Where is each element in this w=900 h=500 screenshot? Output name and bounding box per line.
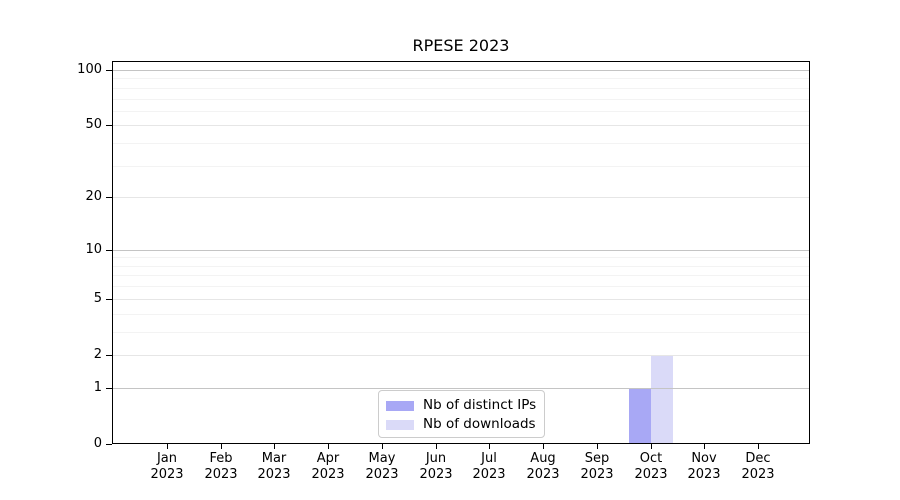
legend-swatch-0 [386, 400, 414, 411]
y-tick-0 [106, 444, 112, 445]
x-tick-label-nov: Nov 2023 [687, 451, 721, 482]
y-tick-label-5: 5 [93, 291, 102, 306]
plot-border [112, 61, 810, 444]
y-tick-label-10: 10 [85, 242, 102, 257]
x-tick-jun [436, 444, 437, 449]
legend: Nb of distinct IPs Nb of downloads [378, 390, 545, 438]
legend-swatch-1 [386, 419, 414, 430]
x-tick-label-apr: Apr 2023 [311, 451, 345, 482]
x-tick-oct [651, 444, 652, 449]
y-tick-label-50: 50 [85, 117, 102, 132]
x-tick-jan [167, 444, 168, 449]
y-tick-label-2: 2 [93, 347, 102, 362]
x-tick-label-dec: Dec 2023 [741, 451, 775, 482]
y-tick-label-0: 0 [93, 436, 102, 451]
x-tick-feb [221, 444, 222, 449]
x-tick-label-aug: Aug 2023 [526, 451, 560, 482]
x-tick-mar [274, 444, 275, 449]
x-tick-label-jun: Jun 2023 [419, 451, 453, 482]
y-tick-label-1: 1 [93, 380, 102, 395]
x-tick-label-sep: Sep 2023 [580, 451, 614, 482]
legend-label-1: Nb of downloads [423, 416, 536, 432]
legend-item-0: Nb of distinct IPs [386, 396, 536, 415]
x-tick-dec [758, 444, 759, 449]
legend-label-0: Nb of distinct IPs [423, 397, 537, 413]
y-tick-label-100: 100 [77, 62, 102, 77]
x-tick-apr [328, 444, 329, 449]
x-tick-sep [597, 444, 598, 449]
x-tick-aug [543, 444, 544, 449]
legend-item-1: Nb of downloads [386, 415, 536, 434]
y-tick-label-20: 20 [85, 189, 102, 204]
x-tick-label-feb: Feb 2023 [204, 451, 238, 482]
x-tick-label-jan: Jan 2023 [150, 451, 184, 482]
x-tick-label-jul: Jul 2023 [472, 451, 506, 482]
x-tick-label-oct: Oct 2023 [634, 451, 668, 482]
chart-title: RPESE 2023 [412, 36, 510, 55]
x-tick-jul [489, 444, 490, 449]
x-tick-label-mar: Mar 2023 [257, 451, 291, 482]
x-tick-may [382, 444, 383, 449]
x-tick-label-may: May 2023 [365, 451, 399, 482]
x-tick-nov [704, 444, 705, 449]
